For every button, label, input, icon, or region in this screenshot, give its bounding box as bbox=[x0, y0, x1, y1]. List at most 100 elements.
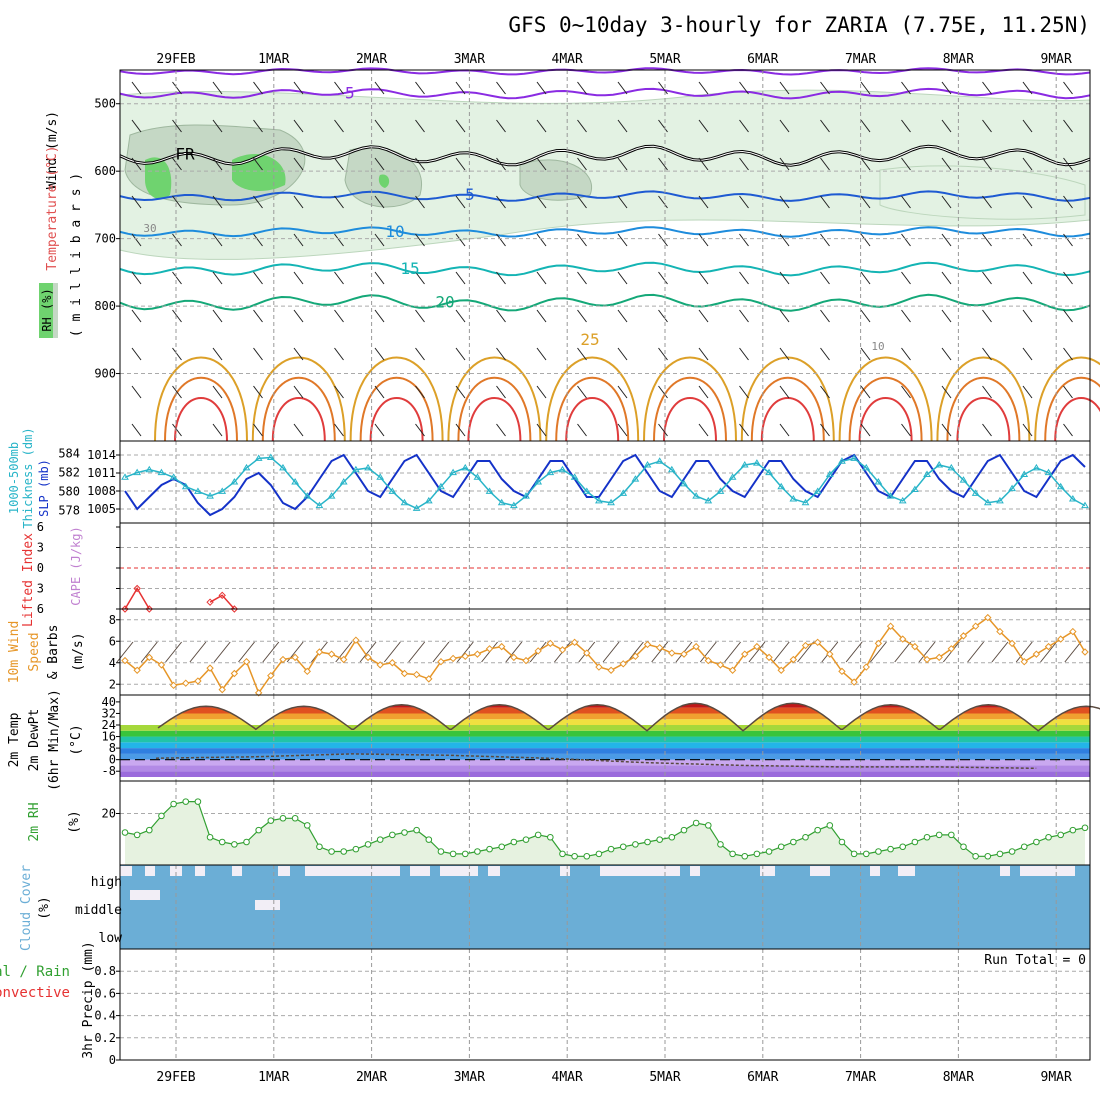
wind-barb bbox=[941, 233, 952, 247]
thickness-point bbox=[1020, 470, 1029, 477]
wind-barb bbox=[334, 195, 344, 209]
rh2m-point bbox=[534, 831, 542, 839]
lifted-index-point bbox=[206, 598, 214, 606]
wind-barb bbox=[901, 347, 911, 361]
cloud-mid-gap bbox=[130, 890, 160, 900]
isotherm-label: 20 bbox=[435, 293, 454, 312]
li-tick-label: 0 bbox=[37, 561, 44, 575]
wind10m-point bbox=[1020, 657, 1028, 666]
wind-barb bbox=[131, 157, 142, 171]
wind-barb bbox=[212, 271, 223, 285]
wind-barb bbox=[698, 309, 709, 323]
lifted-index-line bbox=[209, 594, 235, 610]
temperature-band bbox=[120, 748, 1090, 754]
wind-barb bbox=[293, 195, 304, 209]
wind-barb bbox=[253, 385, 263, 399]
wind10m-point bbox=[801, 641, 810, 650]
rh2m-point bbox=[474, 848, 481, 855]
wind-barb bbox=[172, 233, 182, 247]
wind-barb bbox=[293, 119, 304, 133]
boundary-layer-isotherm bbox=[271, 397, 326, 442]
wind10m-unit: (m/s) bbox=[71, 632, 86, 671]
li-tick-label: 6 bbox=[37, 520, 44, 534]
cloud-high-gap bbox=[170, 866, 182, 876]
date-label-top: 6MAR bbox=[747, 52, 778, 67]
wind-barb bbox=[293, 271, 304, 285]
wind10m-point bbox=[935, 653, 943, 662]
wind10m-point bbox=[595, 663, 603, 671]
precip-tick-label: 0.4 bbox=[94, 1009, 116, 1023]
cloud-high-gap bbox=[870, 866, 880, 876]
precip-label-convective: Convective bbox=[0, 985, 70, 1001]
thickness-point bbox=[218, 487, 227, 494]
wind-barb bbox=[334, 347, 344, 361]
wind-barb bbox=[334, 119, 344, 133]
wind10m-point bbox=[1081, 648, 1089, 656]
thickness-point bbox=[133, 468, 142, 476]
temp-tick-label: -8 bbox=[102, 764, 116, 778]
wind10m-point bbox=[121, 656, 129, 665]
wind-barb bbox=[860, 309, 871, 323]
isotherm-label: 25 bbox=[580, 330, 599, 349]
temp2m-label-2: 2m DewPt bbox=[27, 709, 42, 772]
wind-barb bbox=[536, 385, 547, 399]
wind10m-point bbox=[1056, 635, 1065, 643]
thickness-point bbox=[667, 465, 676, 473]
wind-barb bbox=[1022, 195, 1033, 209]
wind-barb bbox=[779, 385, 790, 399]
thickness-point bbox=[266, 453, 275, 460]
wind-barb bbox=[293, 81, 304, 95]
wind-barb bbox=[698, 157, 709, 171]
wind-barb bbox=[293, 347, 304, 361]
rh-area-70 bbox=[378, 174, 390, 188]
wind-barb bbox=[617, 81, 628, 95]
wind-barb bbox=[941, 119, 952, 133]
wind10m-point bbox=[704, 656, 712, 665]
rh-legend-swatch bbox=[39, 283, 53, 338]
rh2m-point bbox=[996, 850, 1004, 858]
dewpoint-line bbox=[155, 753, 1037, 770]
wind-barb bbox=[415, 195, 425, 209]
wind10m-point bbox=[947, 645, 956, 653]
thickness-point bbox=[230, 478, 239, 485]
cloud-high-gap bbox=[120, 866, 132, 876]
wind-barb bbox=[374, 271, 385, 285]
rh2m-point bbox=[255, 826, 262, 834]
wind-barb bbox=[374, 423, 385, 437]
isotherm-freezing-inner bbox=[119, 145, 1091, 166]
precip-axis-label: 3hr Precip (mm) bbox=[81, 941, 96, 1058]
thickness-point bbox=[631, 475, 640, 482]
rh2m-point bbox=[729, 850, 736, 858]
wind-barb bbox=[455, 309, 466, 323]
wind-barb bbox=[739, 385, 749, 399]
wind10m-point bbox=[267, 671, 275, 680]
date-label-bottom: 6MAR bbox=[747, 1070, 778, 1085]
wind10m-point bbox=[194, 677, 202, 685]
date-label-top: 8MAR bbox=[943, 52, 974, 67]
thickness-point bbox=[522, 492, 530, 499]
temperature-band bbox=[120, 736, 1090, 743]
wind10m-barb bbox=[991, 641, 1009, 663]
thickness-point bbox=[400, 498, 409, 506]
wind-barb bbox=[374, 119, 385, 133]
wind10m-point bbox=[157, 661, 166, 669]
rh2m-point bbox=[935, 831, 943, 839]
thickness-point bbox=[959, 476, 968, 483]
wind-barb bbox=[617, 157, 628, 171]
temperature-band bbox=[120, 753, 1090, 760]
rh2m-point bbox=[291, 814, 299, 822]
cloud-high-gap bbox=[195, 866, 205, 876]
wind-barb bbox=[1063, 157, 1073, 171]
wind-barb bbox=[212, 309, 223, 323]
wind-barb bbox=[739, 271, 749, 285]
thickness-tick-label: 584 bbox=[58, 447, 80, 461]
rh2m-point bbox=[170, 800, 177, 808]
cloud-high-label: high bbox=[91, 875, 122, 890]
wind-barb bbox=[698, 119, 709, 133]
wind10m-barb bbox=[699, 641, 717, 663]
thickness-point bbox=[680, 479, 688, 487]
wind10m-point bbox=[570, 638, 579, 647]
wind10m-point bbox=[242, 657, 251, 666]
wind-barb bbox=[577, 119, 587, 133]
wind10m-point bbox=[886, 622, 895, 630]
